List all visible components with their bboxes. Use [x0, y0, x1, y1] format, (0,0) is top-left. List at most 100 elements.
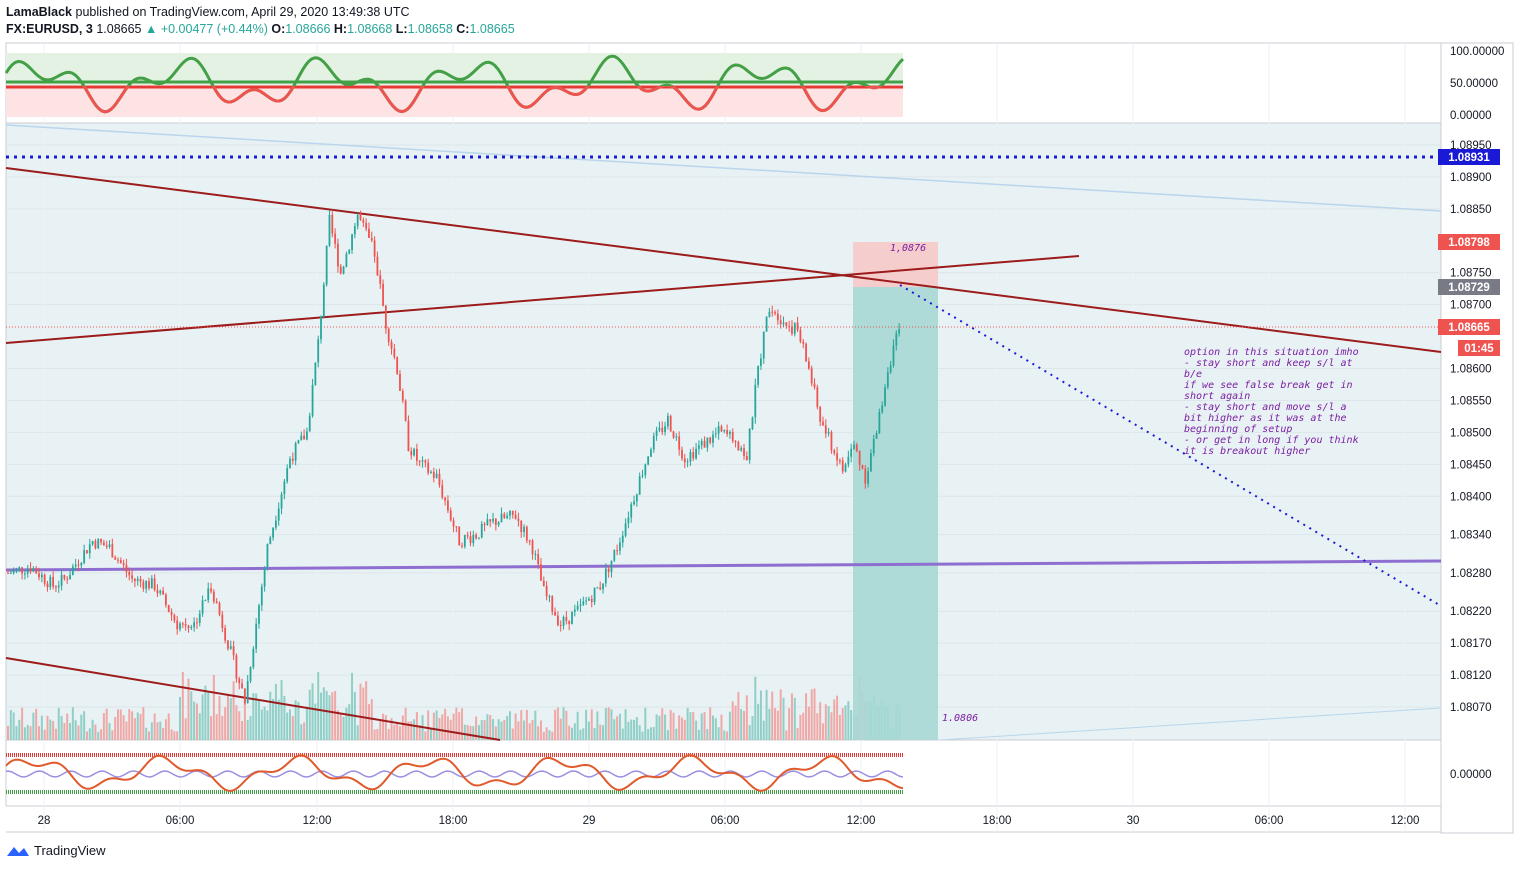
candle-body: [345, 253, 348, 267]
volume-bar: [252, 693, 255, 740]
candle-body: [853, 444, 855, 449]
candle-body: [463, 535, 466, 547]
volume-bar: [514, 713, 517, 740]
candle-body: [788, 325, 791, 327]
candle-body: [836, 453, 838, 461]
price-tick-4: 1.08700: [1450, 300, 1492, 312]
candle-body: [322, 284, 325, 317]
candle-body: [751, 417, 754, 429]
candle-body: [289, 458, 291, 469]
volume-bar: [483, 720, 486, 740]
volume-bar: [345, 707, 348, 740]
lower-oscillator-main: [5, 754, 904, 792]
volume-bar: [844, 705, 847, 740]
candle-body: [621, 535, 624, 543]
descending-trendline-lower[interactable]: [5, 657, 501, 741]
candle-body: [875, 433, 878, 439]
volume-bar: [539, 720, 542, 740]
price-badge-text-4: 01:45: [1464, 343, 1494, 355]
tradingview-logo[interactable]: TradingView: [6, 843, 106, 858]
candle-body: [125, 565, 128, 572]
candle-body: [314, 362, 317, 385]
price-tick-15: 1.08070: [1450, 702, 1492, 714]
volume-bar: [32, 712, 35, 740]
volume-bar: [94, 724, 97, 740]
volume-bar: [785, 730, 788, 740]
descending-trendline-upper[interactable]: [5, 167, 1442, 353]
candle-body: [252, 648, 255, 668]
volume-bar: [644, 707, 647, 740]
candle-body: [525, 526, 528, 541]
candle-body: [40, 574, 43, 578]
volume-bar: [162, 727, 165, 740]
candle-body: [427, 462, 430, 473]
volume-bar: [280, 680, 283, 740]
candle-body: [492, 518, 494, 522]
volume-bar: [376, 729, 379, 740]
ascending-trendline[interactable]: [5, 255, 1080, 344]
price-axis[interactable]: [1440, 42, 1514, 834]
volume-bar: [15, 726, 18, 740]
candle-body: [669, 415, 672, 432]
candle-body: [277, 508, 280, 521]
candle-body: [734, 441, 737, 443]
analysis-note-line-6: bit higher as it was at the: [1184, 413, 1347, 424]
volume-bar: [847, 701, 850, 740]
volume-bar: [455, 707, 458, 740]
author-name[interactable]: LamaBlack: [6, 5, 73, 19]
volume-bar: [793, 697, 796, 740]
candle-body: [509, 510, 511, 516]
volume-bar: [542, 731, 545, 740]
time-tick-labels: 28 06:00 12:00 18:00 29 06:00 12:00 18:00 30 06:0…: [38, 815, 1420, 827]
volume-bar: [167, 713, 170, 740]
candle-body: [695, 448, 697, 459]
candle-body: [861, 464, 864, 469]
candle-body: [650, 449, 652, 457]
symbol-name[interactable]: FX:EURUSD, 3: [6, 22, 93, 36]
candle-body: [878, 412, 881, 434]
volume-bar: [796, 728, 799, 740]
volume-bar: [559, 718, 562, 740]
purple-horizontal-level[interactable]: [5, 559, 1442, 572]
position-target-zone[interactable]: [853, 287, 938, 740]
volume-bar: [246, 719, 249, 740]
volume-bar: [573, 723, 576, 740]
candle-body: [461, 545, 463, 547]
volume-bar: [207, 692, 210, 740]
volume-bar: [492, 718, 495, 740]
volume-bar: [709, 707, 712, 740]
volume-bar: [717, 727, 720, 740]
candle-body: [573, 609, 576, 612]
volume-bar: [204, 685, 207, 740]
price-tick-9: 1.08400: [1450, 491, 1492, 503]
candle-body: [571, 611, 573, 625]
volume-bar: [38, 726, 41, 740]
volume-bar: [156, 722, 159, 740]
candle-body: [802, 341, 805, 344]
volume-bar: [836, 695, 839, 740]
candle-body: [353, 226, 356, 235]
volume-bar: [582, 728, 585, 740]
position-stop-zone[interactable]: [853, 242, 938, 287]
volume-bar: [125, 721, 128, 740]
candle-body: [387, 328, 390, 342]
candle-body: [447, 500, 449, 511]
volume-bar: [83, 711, 86, 740]
candle-body: [534, 554, 537, 556]
candle-body: [91, 541, 94, 545]
volume-bar: [593, 728, 596, 740]
position-target-label: 1.0806: [942, 713, 978, 724]
candle-body: [57, 585, 60, 588]
volume-bar: [531, 720, 534, 740]
upper-indicator-green-zone: [6, 53, 903, 85]
candle-body: [540, 564, 542, 581]
candle-body: [52, 576, 55, 587]
candle-body: [839, 460, 841, 462]
volume-bar: [176, 731, 179, 740]
candle-body: [638, 476, 641, 495]
candle-body: [892, 345, 895, 366]
analysis-note[interactable]: option in this situation imho- stay shor…: [1184, 347, 1359, 457]
volume-bar: [452, 713, 455, 740]
candle-body: [297, 440, 300, 444]
